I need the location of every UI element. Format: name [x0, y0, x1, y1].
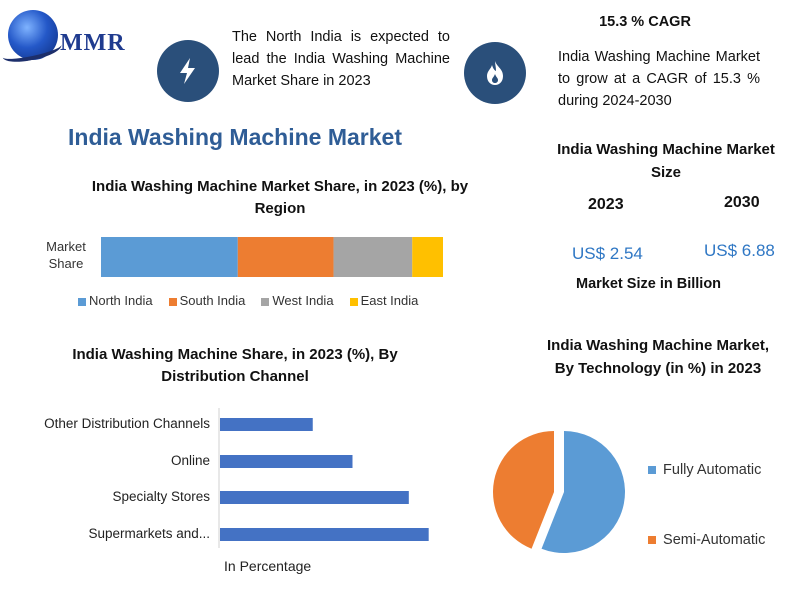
legend-label: East India [360, 293, 419, 308]
header-right-text: India Washing Machine Market to grow at … [558, 49, 760, 109]
legend-swatch [168, 297, 177, 306]
region-chart-title: India Washing Machine Market Share, in 2… [91, 178, 469, 217]
channel-label-specialty: Specialty Stores [112, 489, 210, 504]
channel-bar [220, 418, 313, 431]
year-2023-label: 2023 [588, 196, 624, 213]
page-title: India Washing Machine Market [68, 124, 402, 150]
pie-slice [493, 431, 554, 549]
legend-swatch [648, 466, 656, 475]
region-legend: North India South India West India East … [78, 293, 418, 308]
legend-item-west: West India [261, 293, 334, 308]
channel-bar [220, 491, 409, 504]
lightning-icon [157, 40, 219, 102]
logo-text: MMR [60, 30, 126, 56]
region-category-label: Market Share [46, 239, 86, 271]
pie-legend-fully: Fully Automatic [648, 462, 761, 478]
channel-bar-chart [218, 408, 429, 548]
pie-slice [541, 431, 625, 553]
pie-legend-semi: Semi-Automatic [648, 532, 765, 548]
region-bar-segment [333, 237, 413, 277]
year-2030-label: 2030 [724, 194, 760, 211]
channel-x-axis-label: In Percentage [224, 558, 312, 574]
legend-label: Semi-Automatic [663, 532, 766, 548]
logo-globe-icon [8, 10, 58, 60]
region-stacked-bar [101, 237, 443, 277]
legend-label: West India [272, 293, 334, 308]
region-bar-segment [237, 237, 334, 277]
legend-item-north: North India [78, 293, 153, 308]
header-left-text: The North India is expected to lead the … [232, 29, 450, 89]
legend-item-east: East India [349, 293, 419, 308]
region-bar-segment [412, 237, 443, 277]
market-size-title: India Washing Machine Market Size [557, 141, 775, 181]
legend-swatch [261, 297, 270, 306]
market-size-footer: Market Size in Billion [576, 276, 722, 292]
legend-item-south: South India [168, 293, 246, 308]
legend-label: North India [89, 293, 153, 308]
channel-bar [220, 455, 353, 468]
technology-chart-title: India Washing Machine Market, By Technol… [547, 337, 769, 377]
channel-label-supermarkets: Supermarkets and... [88, 526, 210, 541]
legend-label: South India [179, 293, 246, 308]
legend-swatch [349, 297, 358, 306]
flame-icon [464, 42, 526, 104]
legend-swatch [648, 536, 656, 545]
market-size-2023-value: US$ 2.54 [572, 244, 643, 263]
channel-bar [220, 528, 429, 541]
region-bar-segment [101, 237, 238, 277]
legend-swatch [78, 297, 86, 306]
channel-label-other: Other Distribution Channels [44, 416, 210, 431]
technology-pie-chart [493, 431, 625, 553]
legend-label: Fully Automatic [663, 462, 762, 478]
channel-label-online: Online [170, 453, 210, 468]
channel-chart-title: India Washing Machine Share, in 2023 (%)… [72, 346, 398, 385]
cagr-title: 15.3 % CAGR [599, 14, 691, 30]
market-size-2030-value: US$ 6.88 [704, 241, 775, 260]
